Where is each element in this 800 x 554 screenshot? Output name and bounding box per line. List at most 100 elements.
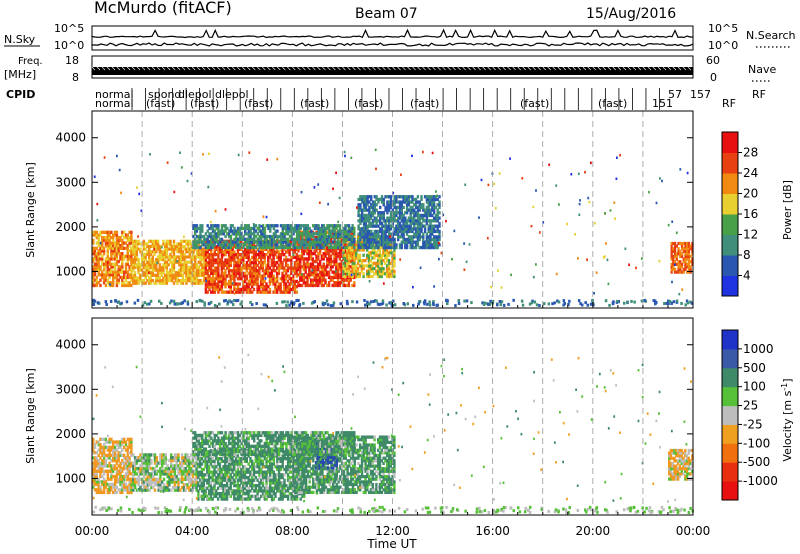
echo-cell [115,453,119,457]
echo-cell [110,482,113,487]
echo-cell [206,285,209,289]
echo-cell [243,266,247,270]
echo-cell [670,267,673,272]
echo-cell [299,275,302,280]
echo-cell [249,263,252,267]
echo-cell [276,243,279,247]
echo-cell [102,265,106,269]
echo-cell [320,267,324,272]
echo-cell [253,232,256,236]
echo-cell [201,252,204,256]
echo-cell [373,245,376,250]
echo-cell [194,237,197,241]
echo-cell [117,472,120,476]
echo-cell [121,267,124,272]
echo-cell [409,221,412,226]
echo-cell [244,243,247,247]
echo-cell [380,224,384,228]
scatter-point [641,257,643,260]
echo-cell [347,240,351,244]
echo-cell [163,242,167,246]
echo-cell [176,244,179,249]
echo-cell [252,247,256,251]
echo-cell [163,265,167,270]
echo-cell [210,255,213,259]
freq-mark [432,66,436,71]
echo-cell [398,224,402,228]
freq-mark [166,66,171,71]
echo-cell [306,278,309,282]
echo-cell [281,250,284,254]
echo-cell [148,279,151,283]
echo-cell [670,252,673,256]
echo-cell [194,226,197,231]
echo-cell [108,448,111,452]
freq-mark [387,66,391,71]
echo-cell [183,244,186,249]
echo-cell [288,290,291,294]
echo-cell [364,232,367,236]
echo-cell [306,259,309,264]
echo-cell [181,273,185,277]
echo-cell [276,290,279,294]
scatter-point [231,281,234,285]
echo-cell [92,238,95,242]
echo-cell [320,275,324,280]
echo-cell [132,273,135,277]
echo-cell [92,474,95,479]
echo-cell [371,264,374,268]
echo-cell [356,259,360,263]
ground-scatter-cell [406,302,409,306]
echo-cell [144,276,147,280]
echo-cell [181,276,185,280]
echo-cell [432,224,436,228]
echo-cell [240,261,243,265]
echo-cell [238,258,241,262]
echo-cell [110,488,113,492]
echo-cell [101,448,104,452]
echo-cell [393,274,396,279]
echo-cell [335,262,338,266]
echo-cell [210,237,213,241]
echo-cell [195,273,199,277]
echo-cell [187,250,190,254]
echo-cell [179,239,183,243]
echo-cell [211,274,215,278]
echo-cell [149,239,153,243]
echo-cell [222,274,225,278]
echo-cell [187,244,190,249]
echo-cell [95,259,98,264]
echo-cell [92,482,95,487]
freq-mark [422,66,426,71]
scatter-point [149,153,151,156]
echo-cell [347,251,351,255]
echo-cell [353,275,356,280]
echo-cell [337,237,340,241]
echo-cell [427,197,430,202]
echo-cell [139,472,142,476]
echo-cell [418,208,421,212]
echo-cell [104,265,108,269]
echo-cell [151,273,154,277]
echo-cell [335,243,338,247]
echo-cell [418,224,421,228]
freq-mark [156,66,161,71]
echo-cell [169,244,172,249]
freq-label: Freq. [18,56,43,67]
echo-cell [288,239,291,243]
echo-cell [165,244,169,249]
echo-cell [267,258,270,262]
echo-cell [243,247,247,251]
echo-cell [97,273,100,277]
echo-cell [235,245,238,250]
echo-cell [137,268,140,272]
echo-cell [675,270,678,274]
echo-cell [340,229,343,233]
echo-cell [231,250,234,254]
echo-cell [135,252,138,256]
echo-cell [397,219,400,223]
echo-cell [397,216,400,220]
echo-cell [420,221,423,226]
echo-cell [165,242,169,246]
freq-mark [577,66,582,71]
